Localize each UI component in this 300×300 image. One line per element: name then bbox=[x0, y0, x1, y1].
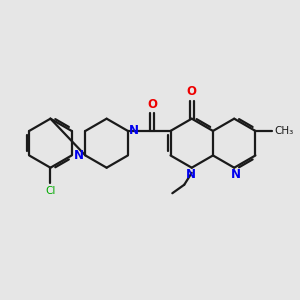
Text: N: N bbox=[129, 124, 139, 137]
Text: N: N bbox=[231, 168, 241, 182]
Text: O: O bbox=[147, 98, 158, 110]
Text: Cl: Cl bbox=[45, 186, 56, 197]
Text: N: N bbox=[74, 149, 84, 162]
Text: CH₃: CH₃ bbox=[274, 126, 294, 136]
Text: N: N bbox=[185, 168, 195, 182]
Text: O: O bbox=[187, 85, 197, 98]
